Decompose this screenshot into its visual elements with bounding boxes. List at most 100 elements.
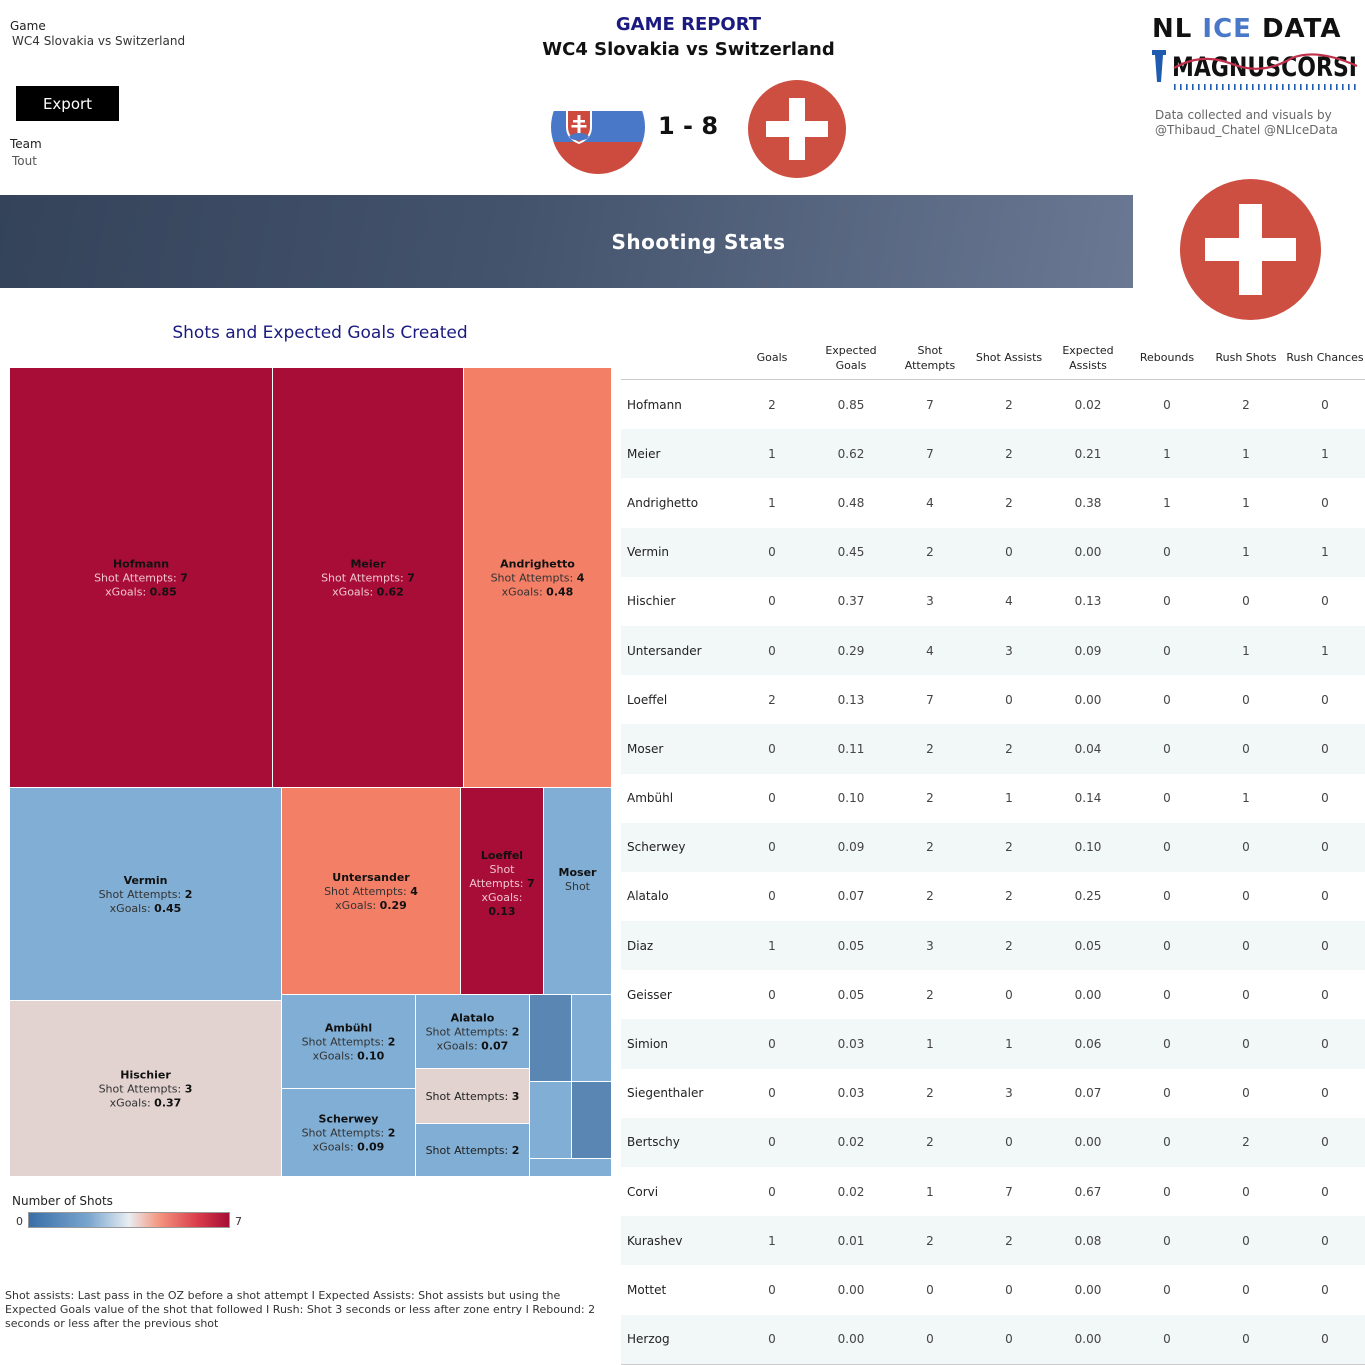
brand-name: NL ICE DATA	[1152, 14, 1342, 44]
table-cell: 1	[1321, 545, 1329, 560]
footnote: Shot assists: Last pass in the OZ before…	[5, 1289, 596, 1330]
table-cell: 2	[768, 692, 776, 707]
game-filter[interactable]: Game WC4 Slovakia vs Switzerland	[10, 19, 185, 48]
treemap-label: Shot Attempts: 7	[321, 572, 415, 585]
player-name: Geisser	[627, 987, 672, 1002]
treemap-rect	[530, 995, 571, 1081]
table-cell: 2	[1005, 938, 1013, 953]
treemap-rect	[282, 1089, 415, 1176]
player-name: Vermin	[627, 545, 670, 560]
team-filter-value[interactable]: Tout	[12, 154, 37, 168]
table-cell: 0.00	[1074, 1135, 1102, 1150]
team-filter[interactable]: Team Tout	[10, 137, 42, 168]
table-cell: 0	[1242, 692, 1250, 707]
game-filter-value[interactable]: WC4 Slovakia vs Switzerland	[12, 34, 186, 48]
column-header: Shot Assists	[975, 351, 1043, 364]
color-legend: Number of Shots 0 7	[12, 1194, 252, 1234]
table-cell: 0.45	[837, 545, 865, 560]
export-button[interactable]: Export	[16, 86, 119, 121]
table-cell: 0	[768, 791, 776, 806]
table-cell: 0.62	[837, 446, 865, 461]
player-name: Scherwey	[627, 840, 686, 855]
table-cell: 2	[926, 889, 934, 904]
legend-gradient-bar	[28, 1212, 230, 1228]
table-cell: 7	[926, 446, 934, 461]
treemap-label: xGoals: 0.62	[332, 586, 404, 599]
column-header: Goals	[756, 351, 788, 364]
treemap-rect	[416, 1069, 529, 1123]
table-cell: 4	[1005, 594, 1013, 609]
table-row: Ambühl 0 0.10 2 1 0.14 0 1 0	[621, 774, 1365, 823]
treemap-rect	[282, 788, 460, 994]
table-cell: 0	[768, 1135, 776, 1150]
treemap-label: Shot Attempts: 2	[426, 1144, 520, 1157]
table-cell: 0.00	[1074, 1282, 1102, 1297]
brand-logo: NL ICE DATA MAGNUSCORSI	[1152, 14, 1362, 98]
table-cell: 0.00	[837, 1332, 865, 1347]
treemap-rect	[572, 1082, 611, 1158]
table-cell: 2	[926, 987, 934, 1002]
table-cell: 0	[1005, 545, 1013, 560]
table-cell: 3	[1005, 1086, 1013, 1101]
table-cell: 1	[1242, 545, 1250, 560]
table-row: Mottet 0 0.00 0 0 0.00 0 0 0	[621, 1265, 1365, 1314]
treemap-rect	[530, 1082, 571, 1158]
table-cell: 2	[926, 1135, 934, 1150]
table-cell: 0	[768, 1086, 776, 1101]
table-cell: 0.04	[1074, 741, 1102, 756]
legend-max: 7	[235, 1215, 242, 1228]
table-cell: 0	[768, 1282, 776, 1297]
table-cell: 0	[1321, 938, 1329, 953]
table-cell: 1	[926, 1037, 934, 1052]
treemap-label: xGoals: 0.07	[437, 1040, 509, 1053]
table-cell: 0.85	[837, 397, 865, 412]
player-name: Loeffel	[627, 692, 668, 707]
treemap-label: Shot	[565, 880, 591, 893]
column-header: Expected Assists	[1062, 343, 1114, 372]
treemap-label: Ambühl	[325, 1022, 372, 1035]
treemap-rect	[416, 1124, 529, 1176]
table-cell: 2	[1005, 397, 1013, 412]
table-cell: 1	[1321, 643, 1329, 658]
table-cell: 2	[1005, 889, 1013, 904]
legend-min: 0	[16, 1215, 23, 1228]
table-cell: 0	[1005, 987, 1013, 1002]
table-cell: 3	[926, 594, 934, 609]
table-cell: 0.01	[837, 1233, 865, 1248]
player-name: Andrighetto	[627, 495, 699, 510]
treemap-label: Untersander	[332, 871, 410, 884]
section-banner: Shooting Stats	[0, 195, 1133, 288]
table-cell: 0	[1163, 1184, 1171, 1199]
table-cell: 0.00	[1074, 987, 1102, 1002]
treemap-label: xGoals:	[482, 891, 523, 904]
table-cell: 0	[1163, 938, 1171, 953]
table-cell: 0	[768, 1037, 776, 1052]
table-row: Bertschy 0 0.02 2 0 0.00 0 2 0	[621, 1117, 1365, 1167]
treemap-label: Shot Attempts: 3	[426, 1090, 520, 1103]
table-cell: 0	[1242, 1282, 1250, 1297]
table-row: Hofmann 2 0.85 7 2 0.02 0 2 0	[621, 380, 1365, 429]
table-row: Diaz 1 0.05 3 2 0.05 0 0 0	[621, 921, 1365, 971]
table-header: Goals Expected Goals Shot Attempts Shot Ass…	[621, 335, 1365, 380]
table-cell: 1	[768, 938, 776, 953]
player-name: Ambühl	[627, 791, 674, 806]
table-cell: 0.06	[1074, 1037, 1102, 1052]
table-cell: 0.10	[837, 791, 865, 806]
treemap-label: xGoals: 0.10	[313, 1050, 385, 1063]
table-cell: 0	[1163, 840, 1171, 855]
table-row: Andrighetto 1 0.48 4 2 0.38 1 1 0	[621, 478, 1365, 527]
table-cell: 0.00	[1074, 545, 1102, 560]
treemap-label: xGoals: 0.85	[105, 586, 177, 599]
table-cell: 0	[1242, 594, 1250, 609]
table-cell: 0	[1321, 1037, 1329, 1052]
table-cell: 0	[1242, 1037, 1250, 1052]
treemap-label: Shot Attempts: 7	[94, 572, 188, 585]
treemap-rect	[464, 368, 611, 787]
table-cell: 0	[1242, 987, 1250, 1002]
table-cell: 2	[926, 545, 934, 560]
player-name: Bertschy	[627, 1135, 680, 1150]
table-cell: 0	[1163, 1086, 1171, 1101]
